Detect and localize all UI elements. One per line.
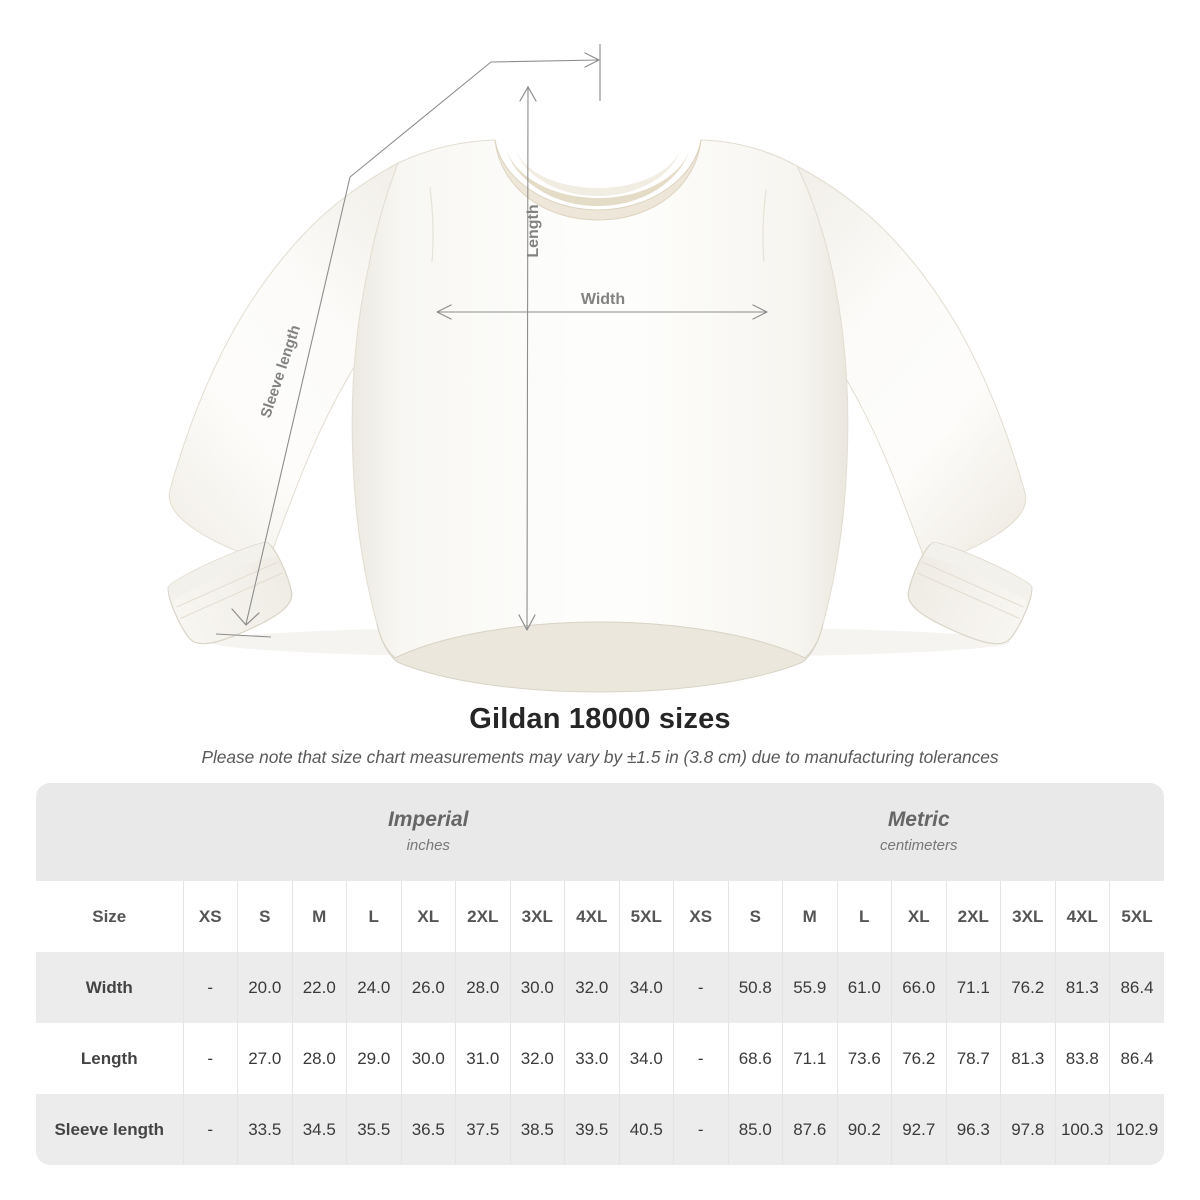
svg-text:Width: Width bbox=[581, 291, 625, 308]
svg-text:Length: Length bbox=[525, 204, 542, 257]
